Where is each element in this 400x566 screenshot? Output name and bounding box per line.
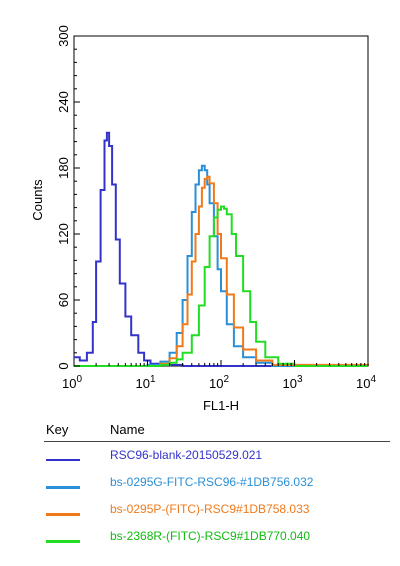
x-axis-label: FL1-H bbox=[203, 398, 239, 413]
legend-entry: bs-0295G-FITC-RSC96-#1DB756.032 bbox=[0, 473, 400, 493]
y-tick-label: 300 bbox=[56, 25, 71, 47]
legend-entry: RSC96-blank-20150529.021 bbox=[0, 446, 400, 466]
legend-swatch bbox=[46, 539, 80, 543]
legend: Key Name RSC96-blank-20150529.021 bs-0295… bbox=[0, 414, 400, 566]
x-ticks: 100 101 102 103 104 bbox=[62, 360, 376, 391]
y-axis-label: Counts bbox=[30, 179, 45, 221]
y-tick-label: 180 bbox=[56, 157, 71, 179]
legend-entry: bs-2368R-(FITC)-RSC9#1DB770.040 bbox=[0, 527, 400, 547]
legend-header: Key Name bbox=[0, 414, 400, 440]
y-ticks: 0 60 120 180 240 300 bbox=[56, 25, 80, 370]
legend-swatch bbox=[46, 512, 80, 516]
y-tick-label: 240 bbox=[56, 91, 71, 113]
series-line-4 bbox=[74, 205, 368, 367]
x-tick-label: 101 bbox=[135, 374, 155, 391]
legend-label: bs-0295G-FITC-RSC96-#1DB756.032 bbox=[110, 475, 314, 489]
plot-frame bbox=[73, 35, 369, 367]
y-tick-label: 0 bbox=[56, 362, 71, 369]
x-tick-label: 102 bbox=[209, 374, 229, 391]
x-tick-label: 104 bbox=[356, 374, 376, 391]
y-tick-label: 60 bbox=[56, 293, 71, 307]
legend-name-header: Name bbox=[110, 422, 145, 437]
series-layer bbox=[74, 131, 369, 367]
y-tick-label: 120 bbox=[56, 223, 71, 245]
legend-label: bs-0295P-(FITC)-RSC9#1DB758.033 bbox=[110, 502, 310, 516]
series-line-1 bbox=[74, 131, 368, 367]
legend-entry: bs-0295P-(FITC)-RSC9#1DB758.033 bbox=[0, 500, 400, 520]
legend-label: bs-2368R-(FITC)-RSC9#1DB770.040 bbox=[110, 529, 311, 543]
series-line-3 bbox=[74, 175, 369, 367]
legend-divider bbox=[44, 441, 390, 442]
legend-label: RSC96-blank-20150529.021 bbox=[110, 448, 263, 462]
x-tick-label: 103 bbox=[282, 374, 302, 391]
legend-swatch bbox=[46, 459, 80, 461]
plot-area: 0 60 120 180 240 300 100 101 102 103 104 Counts F… bbox=[30, 25, 376, 413]
histogram-chart: 0 60 120 180 240 300 100 101 102 103 104 Counts F… bbox=[30, 25, 376, 413]
legend-key-header: Key bbox=[46, 422, 69, 437]
legend-swatch bbox=[46, 485, 80, 489]
x-tick-label: 100 bbox=[62, 374, 82, 391]
